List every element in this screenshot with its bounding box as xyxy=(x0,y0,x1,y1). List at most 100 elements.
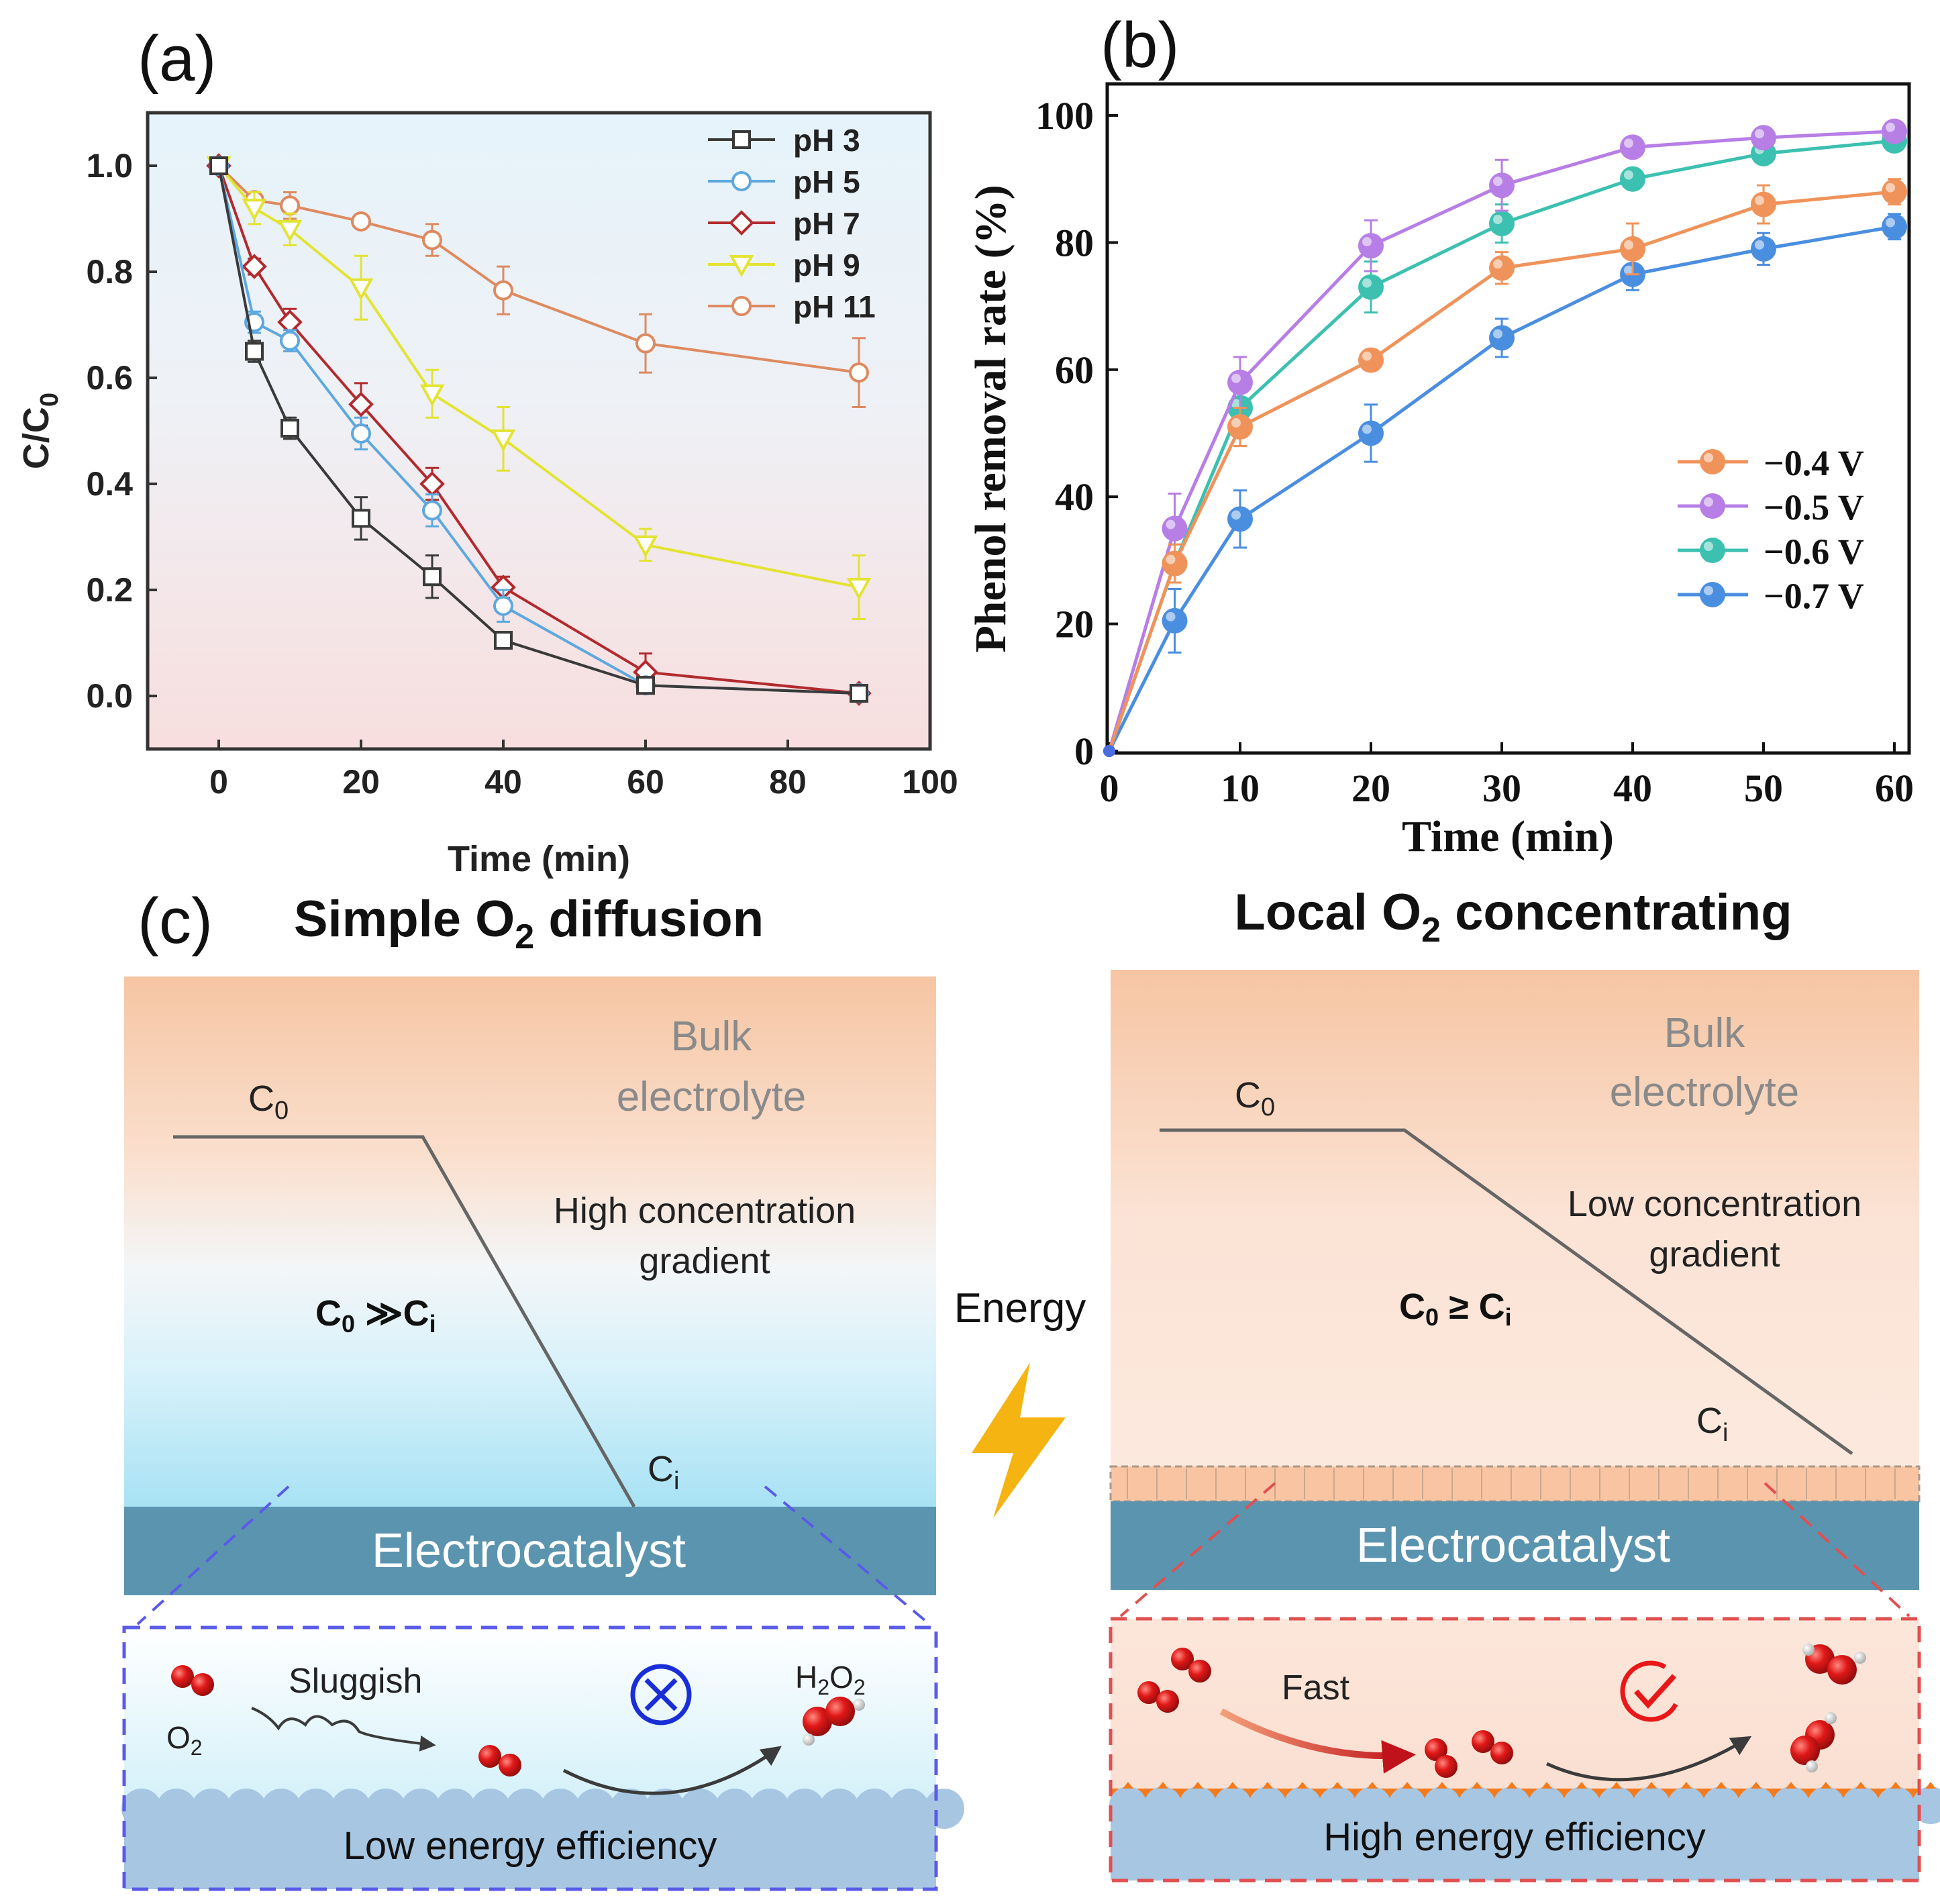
left-gradient-line2: gradient xyxy=(639,1241,770,1281)
data-point xyxy=(494,631,513,650)
data-point xyxy=(1358,233,1384,259)
right-surface-spike xyxy=(1541,1782,1552,1789)
data-point xyxy=(846,578,872,601)
lightning-bolt-icon xyxy=(972,1362,1066,1518)
left-surface-bump xyxy=(366,1789,406,1829)
data-point xyxy=(277,219,303,242)
right-surface-bump xyxy=(1284,1787,1321,1824)
left-surface-bump xyxy=(924,1789,964,1829)
right-c0-label: C0 xyxy=(1235,1075,1275,1121)
data-point xyxy=(1227,369,1253,395)
right-title-sub: 2 xyxy=(1421,911,1441,950)
legend-label: pH 9 xyxy=(793,248,860,283)
data-point xyxy=(1751,191,1776,217)
data-point xyxy=(280,195,300,216)
left-surface-bump xyxy=(296,1789,336,1829)
sluggish-arrow-icon xyxy=(251,1707,436,1752)
left-surface-bump xyxy=(436,1789,476,1829)
right-surface-spike xyxy=(1646,1782,1657,1789)
panel-a-series xyxy=(206,153,872,706)
panel-a-legend: pH 3 pH 5 pH 7 pH 9 pH 11 xyxy=(708,123,876,324)
data-point xyxy=(423,567,442,587)
left-surface-bump xyxy=(715,1789,755,1829)
data-point xyxy=(493,280,513,301)
right-surface-spike xyxy=(1158,1782,1168,1789)
panel-b-axes: 0 10 20 30 40 50 60 0 20 40 60 80 100 xyxy=(1035,94,1914,810)
data-point xyxy=(1489,172,1515,199)
panel-a-ylabel: C/C0 xyxy=(16,393,64,469)
left-h2o2-h: H xyxy=(795,1660,817,1695)
right-surface-spike xyxy=(1367,1782,1378,1789)
right-surface-spike xyxy=(1262,1782,1273,1789)
right-relation-c0-sub: 0 xyxy=(1425,1303,1439,1331)
right-surface-bump xyxy=(1772,1787,1810,1824)
data-point xyxy=(351,211,371,232)
right-relation-ci-sub: i xyxy=(1505,1303,1512,1331)
right-surface-bump xyxy=(1737,1787,1775,1824)
panel-b-label: (b) xyxy=(1101,9,1179,81)
series-line xyxy=(217,164,860,589)
left-surface-bump xyxy=(680,1789,720,1829)
reaction-arrow-icon xyxy=(1545,1736,1752,1782)
data-point xyxy=(1882,213,1907,240)
data-point-highlight xyxy=(1886,122,1895,132)
right-surface-spike xyxy=(1123,1782,1133,1789)
right-surface-spike xyxy=(1297,1782,1308,1789)
right-gradient-line2: gradient xyxy=(1649,1234,1780,1274)
right-electrocatalyst-label: Electrocatalyst xyxy=(1356,1519,1670,1572)
left-title: Simple O2 diffusion xyxy=(294,891,764,956)
left-surface-bump xyxy=(191,1789,232,1829)
panel-a-chart: (a) 0 20 40 60 80 100 0.0 0.2 0.4 0.6 0.8 1.0 Time … xyxy=(16,23,958,879)
right-c0-main: C xyxy=(1235,1075,1261,1115)
right-surface-spike xyxy=(1751,1782,1762,1789)
h2o2-molecule-icon xyxy=(803,1697,865,1746)
data-point-highlight xyxy=(1886,183,1895,193)
left-c0-main: C xyxy=(248,1079,274,1119)
left-relation: C0 ≫Ci xyxy=(315,1293,436,1338)
right-zoom-line-right xyxy=(1764,1482,1910,1617)
right-ci-sub: i xyxy=(1723,1419,1728,1447)
right-surface-bump xyxy=(1249,1787,1286,1824)
left-surface-bump xyxy=(331,1789,371,1829)
data-point xyxy=(849,362,869,383)
panel-c-label: (c) xyxy=(138,885,213,957)
o2-molecule-icon xyxy=(171,1665,214,1696)
y-tick-label: 60 xyxy=(1055,348,1094,392)
data-point xyxy=(633,535,658,558)
right-surface-spike xyxy=(1332,1782,1343,1789)
data-point xyxy=(1162,550,1188,577)
left-title-main: Simple O xyxy=(294,891,515,948)
data-point-highlight xyxy=(1624,265,1633,275)
panel-b-chart: (b) 0 10 20 30 40 50 60 0 20 40 60 80 100 Time (min)… xyxy=(966,9,1914,861)
x-tick-label: 0 xyxy=(209,763,228,801)
o2-molecules-cluster-icon xyxy=(1137,1648,1211,1713)
data-point xyxy=(1358,347,1384,373)
right-surface-bump xyxy=(1528,1787,1566,1824)
series-ph-9 xyxy=(206,156,872,620)
legend-item-0-6-v: −0.6 V xyxy=(1678,532,1864,572)
data-point xyxy=(1162,515,1188,542)
right-surface-spike xyxy=(1611,1782,1622,1789)
left-surface-bumps xyxy=(121,1789,964,1889)
right-surface-bump xyxy=(1598,1787,1635,1824)
data-point xyxy=(1103,745,1115,757)
right-surface-bump xyxy=(1109,1787,1147,1824)
left-surface-bump xyxy=(575,1789,615,1829)
data-point-highlight xyxy=(1755,129,1764,139)
left-c0-sub: 0 xyxy=(274,1097,289,1125)
data-point xyxy=(422,230,442,250)
right-bulk-line2: electrolyte xyxy=(1610,1069,1800,1115)
right-title-rest: concentrating xyxy=(1441,884,1792,941)
left-title-rest: diffusion xyxy=(534,891,764,948)
data-point xyxy=(636,676,655,695)
right-gradient-line1: Low concentration xyxy=(1568,1184,1861,1224)
data-point xyxy=(419,384,445,407)
left-c0-label: C0 xyxy=(248,1079,289,1125)
data-point-highlight xyxy=(1704,542,1713,551)
left-o2-sub: 2 xyxy=(191,1736,203,1760)
y-tick-label: 0.0 xyxy=(86,677,133,715)
right-surface-bump xyxy=(1668,1787,1705,1824)
left-electrocatalyst-layer xyxy=(124,1507,936,1595)
legend-label: −0.4 V xyxy=(1764,443,1864,483)
right-surface-spike xyxy=(1821,1782,1831,1789)
